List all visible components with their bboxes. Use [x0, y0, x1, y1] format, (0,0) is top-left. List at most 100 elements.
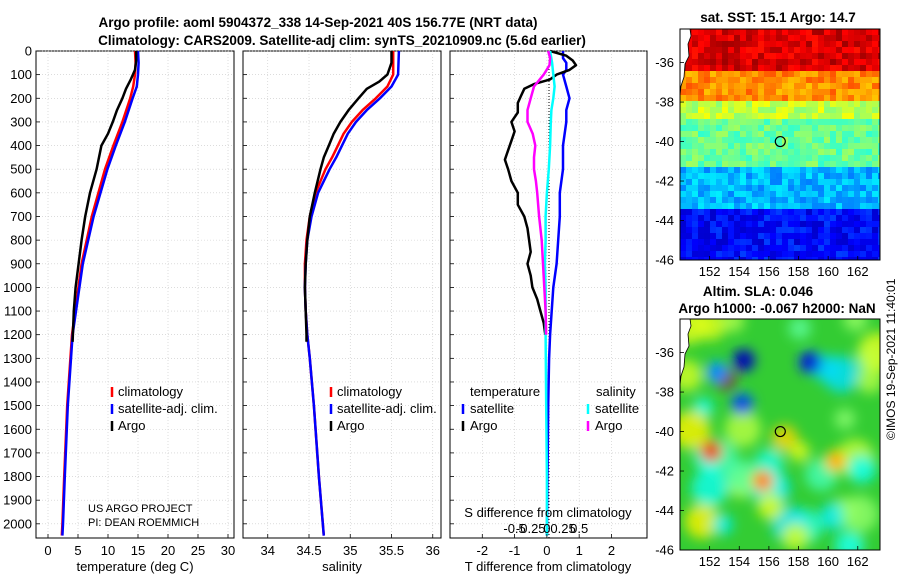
sst-cell — [704, 29, 711, 36]
sst-cell — [806, 131, 813, 138]
salinity-xlabel: salinity — [322, 559, 362, 574]
sst-cell — [812, 137, 819, 144]
sst-cell — [848, 71, 855, 78]
x-tick-label: 1 — [576, 543, 583, 558]
sst-cell — [818, 113, 825, 120]
map-x-tick-label: 158 — [788, 264, 810, 279]
sst-cell — [800, 41, 807, 48]
sst-cell — [716, 221, 723, 228]
sst-cell — [782, 215, 789, 222]
sst-cell — [692, 161, 699, 168]
sst-cell — [728, 155, 735, 162]
sst-cell — [860, 137, 867, 144]
sst-cell — [716, 131, 723, 138]
sst-cell — [824, 107, 831, 114]
sst-cell — [878, 29, 880, 36]
sst-cell — [794, 209, 801, 216]
sst-cell — [752, 197, 759, 204]
sst-cell — [794, 221, 801, 228]
sst-map-frame — [679, 28, 881, 261]
sst-cell — [758, 47, 765, 54]
sst-cell — [680, 149, 687, 156]
sst-cell — [824, 239, 831, 246]
sst-cell — [764, 185, 771, 192]
sst-cell — [722, 167, 729, 174]
sst-cell — [836, 89, 843, 96]
sst-cell — [698, 65, 705, 72]
sst-cell — [716, 149, 723, 156]
sst-cell — [836, 47, 843, 54]
sst-cell — [698, 233, 705, 240]
sst-cell — [788, 191, 795, 198]
sst-cell — [824, 161, 831, 168]
sst-cell — [866, 161, 873, 168]
sst-cell — [812, 185, 819, 192]
sst-cell — [692, 125, 699, 132]
sst-cell — [806, 209, 813, 216]
sst-cell — [812, 251, 819, 258]
sst-cell — [758, 215, 765, 222]
sst-cell — [770, 47, 777, 54]
sst-cell — [692, 59, 699, 66]
sst-cell — [770, 251, 777, 258]
sst-cell — [698, 143, 705, 150]
sst-cell — [860, 89, 867, 96]
sst-cell — [860, 83, 867, 90]
sst-cell — [752, 167, 759, 174]
sst-cell — [818, 137, 825, 144]
sst-cell — [686, 113, 693, 120]
sst-cell — [722, 215, 729, 222]
sst-cell — [764, 71, 771, 78]
sst-cell — [746, 119, 753, 126]
sst-cell — [782, 143, 789, 150]
sst-cell — [794, 113, 801, 120]
sst-cell — [806, 167, 813, 174]
sst-cell — [716, 113, 723, 120]
sst-cell — [680, 131, 687, 138]
sst-cell — [686, 41, 693, 48]
sst-cell — [746, 221, 753, 228]
sst-cell — [866, 185, 873, 192]
sst-cell — [794, 203, 801, 210]
sst-cell — [830, 47, 837, 54]
sst-cell — [824, 215, 831, 222]
sst-cell — [878, 119, 880, 126]
pressure-tick-label: 1700 — [3, 445, 32, 460]
sst-cell — [806, 113, 813, 120]
sst-cell — [686, 227, 693, 234]
sst-cell — [728, 71, 735, 78]
sst-cell — [740, 131, 747, 138]
sst-cell — [728, 167, 735, 174]
sst-cell — [878, 227, 880, 234]
sst-cell — [704, 161, 711, 168]
sst-cell — [842, 191, 849, 198]
sst-cell — [866, 59, 873, 66]
sst-cell — [728, 89, 735, 96]
sst-cell — [794, 35, 801, 42]
sst-cell — [740, 185, 747, 192]
sst-cell — [854, 41, 861, 48]
sst-cell — [698, 125, 705, 132]
sst-cell — [716, 143, 723, 150]
sst-cell — [866, 233, 873, 240]
sst-cell — [722, 155, 729, 162]
sst-cell — [722, 101, 729, 108]
sla-variability — [691, 469, 729, 507]
sst-cell — [836, 257, 843, 260]
sst-cell — [830, 245, 837, 252]
sst-cell — [680, 197, 687, 204]
sst-cell — [764, 65, 771, 72]
sst-cell — [818, 65, 825, 72]
sst-cell — [848, 35, 855, 42]
sst-cell — [758, 221, 765, 228]
temperature-gridlines — [36, 50, 234, 538]
sst-cell — [806, 65, 813, 72]
sst-cell — [728, 83, 735, 90]
sst-cell — [848, 41, 855, 48]
sst-cell — [758, 161, 765, 168]
sst-cell — [722, 185, 729, 192]
sst-cell — [728, 221, 735, 228]
sla-anomaly-core — [757, 475, 768, 486]
sla-anomaly-core — [738, 355, 749, 366]
sst-cell — [710, 245, 717, 252]
